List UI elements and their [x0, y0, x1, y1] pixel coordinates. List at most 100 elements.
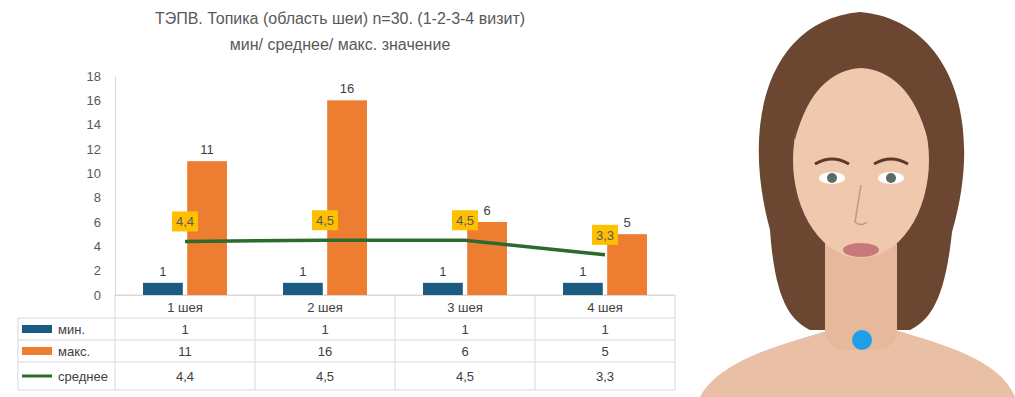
eye — [819, 172, 845, 184]
y-tick: 4 — [94, 239, 115, 254]
table-line — [535, 295, 536, 390]
y-tick-label: 10 — [87, 166, 101, 181]
y-tick: 6 — [94, 215, 115, 230]
legend-label: мин. — [58, 322, 85, 337]
table-line — [18, 362, 675, 363]
data-label: 4,5 — [316, 213, 334, 228]
data-label: 4,5 — [456, 213, 474, 228]
iris — [827, 173, 837, 183]
table-cell: 11 — [178, 344, 192, 359]
illustration — [680, 0, 1015, 397]
table-line — [115, 295, 116, 390]
bar — [327, 100, 367, 295]
brow — [815, 159, 849, 164]
table-line — [18, 318, 675, 319]
chart: ТЭПВ. Топика (область шеи) n=30. (1-2-3-… — [0, 0, 1015, 397]
bar — [143, 283, 183, 295]
y-tick: 12 — [87, 142, 115, 157]
y-tick-label: 18 — [87, 69, 101, 84]
bar — [563, 283, 603, 295]
table-line — [675, 295, 676, 390]
x-tick-label: 2 шея — [307, 300, 343, 315]
table-cell: 4,4 — [176, 369, 194, 384]
illustration-bg — [680, 0, 1015, 397]
x-tick: 2 шея — [307, 295, 343, 315]
y-tick-label: 8 — [94, 190, 101, 205]
table-cell: 1 — [181, 322, 188, 337]
x-tick: 1 шея — [167, 295, 203, 315]
table-cell: 1 — [601, 322, 608, 337]
data-label: 16 — [340, 81, 354, 96]
table-cell: 16 — [318, 344, 332, 359]
legend-key — [22, 347, 52, 355]
bar — [467, 222, 507, 295]
table-line — [255, 295, 256, 390]
data-label-box — [312, 210, 338, 230]
y-axis: 0 2 4 6 8 10 12 14 16 18 — [87, 69, 116, 303]
legend-key — [22, 325, 52, 333]
eye — [878, 172, 904, 184]
shoulders — [700, 330, 1015, 397]
table-cell: 1 — [461, 322, 468, 337]
y-tick-label: 4 — [94, 239, 101, 254]
x-tick-label: 4 шея — [587, 300, 623, 315]
data-label-box — [172, 211, 198, 231]
iris — [886, 173, 896, 183]
table-line — [18, 318, 19, 390]
table-cell: 5 — [601, 344, 608, 359]
data-labels: 11111116654,44,54,53,3 — [159, 81, 630, 279]
y-tick: 0 — [94, 288, 115, 303]
table-line — [18, 340, 675, 341]
x-tick-label: 1 шея — [167, 300, 203, 315]
y-axis-line — [115, 77, 116, 296]
y-tick-label: 2 — [94, 263, 101, 278]
y-tick: 10 — [87, 166, 115, 181]
data-label-box — [452, 210, 478, 230]
subtitle: мин/ среднее/ макс. значение — [230, 36, 451, 53]
table-cell: 4,5 — [316, 369, 334, 384]
y-tick: 18 — [87, 69, 115, 84]
legend-label: макс. — [58, 344, 90, 359]
y-tick-label: 0 — [94, 288, 101, 303]
table-cell: 1 — [321, 322, 328, 337]
x-tick: 3 шея — [447, 295, 483, 315]
data-label: 5 — [623, 215, 630, 230]
data-table: мин.1111макс.111665среднее4,44,54,53,3 — [18, 295, 675, 390]
y-tick-label: 12 — [87, 142, 101, 157]
table-cell: 6 — [461, 344, 468, 359]
data-label: 6 — [483, 203, 490, 218]
data-label-box — [592, 225, 618, 245]
y-tick-label: 14 — [87, 117, 101, 132]
table-line — [395, 295, 396, 390]
hair-part — [795, 48, 928, 140]
bar — [283, 283, 323, 295]
y-tick: 16 — [87, 93, 115, 108]
legend-label: среднее — [58, 369, 108, 384]
table-line — [18, 390, 675, 391]
y-tick: 2 — [94, 263, 115, 278]
nose — [855, 185, 867, 225]
bar — [423, 283, 463, 295]
data-label: 1 — [299, 264, 306, 279]
data-label: 4,4 — [176, 214, 194, 229]
y-tick: 8 — [94, 190, 115, 205]
data-label: 1 — [159, 264, 166, 279]
x-tick-label: 3 шея — [447, 300, 483, 315]
line — [185, 240, 605, 255]
table-cell: 3,3 — [596, 369, 614, 384]
table-cell: 4,5 — [456, 369, 474, 384]
legend-key — [22, 375, 52, 378]
y-tick-label: 6 — [94, 215, 101, 230]
x-tick: 4 шея — [587, 295, 623, 315]
plot-marks — [143, 100, 647, 295]
data-label: 11 — [200, 142, 214, 157]
lips — [843, 243, 879, 257]
marker-point — [852, 330, 872, 350]
title: ТЭПВ. Топика (область шеи) n=30. (1-2-3-… — [155, 10, 525, 27]
y-tick: 14 — [87, 117, 115, 132]
data-label: 1 — [439, 264, 446, 279]
data-label: 3,3 — [596, 228, 614, 243]
data-label: 1 — [579, 264, 586, 279]
y-tick-label: 16 — [87, 93, 101, 108]
brow — [874, 159, 908, 164]
